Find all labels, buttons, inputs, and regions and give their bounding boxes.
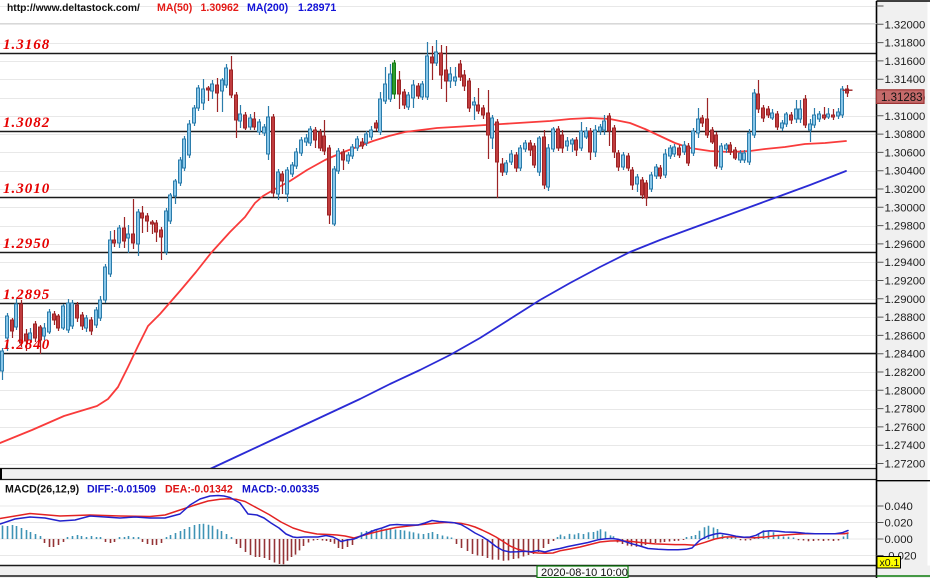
svg-text:x0.1: x0.1 <box>880 557 900 569</box>
svg-text:1.2950: 1.2950 <box>3 236 50 252</box>
svg-text:1.30000: 1.30000 <box>885 202 926 214</box>
svg-text:MACD(26,12,9): MACD(26,12,9) <box>5 484 79 496</box>
svg-text:1.29200: 1.29200 <box>885 276 926 288</box>
svg-text:2020-08-10 10:00: 2020-08-10 10:00 <box>541 567 628 578</box>
svg-text:1.27200: 1.27200 <box>885 459 926 471</box>
svg-text:1.30962: 1.30962 <box>201 2 239 14</box>
svg-text:1.31283: 1.31283 <box>881 92 923 104</box>
svg-text:1.3082: 1.3082 <box>3 115 50 131</box>
svg-text:1.28600: 1.28600 <box>885 330 926 342</box>
svg-text:MACD:-0.00335: MACD:-0.00335 <box>242 484 319 496</box>
svg-text:0.040: 0.040 <box>885 501 913 513</box>
svg-text:1.29600: 1.29600 <box>885 239 926 251</box>
svg-text:0.020: 0.020 <box>885 518 913 530</box>
svg-text:1.30600: 1.30600 <box>885 147 926 159</box>
svg-text:1.30800: 1.30800 <box>885 129 926 141</box>
svg-text:1.28400: 1.28400 <box>885 349 926 361</box>
svg-text:1.31000: 1.31000 <box>885 111 926 123</box>
svg-text:1.2840: 1.2840 <box>3 337 50 353</box>
svg-text:1.28000: 1.28000 <box>885 385 926 397</box>
svg-text:0.000: 0.000 <box>885 534 913 546</box>
svg-text:1.29400: 1.29400 <box>885 257 926 269</box>
svg-text:1.32000: 1.32000 <box>885 19 926 31</box>
svg-text:1.27600: 1.27600 <box>885 422 926 434</box>
svg-text:http://www.deltastock.com/: http://www.deltastock.com/ <box>7 3 140 14</box>
svg-text:1.3010: 1.3010 <box>3 181 50 197</box>
svg-text:1.31600: 1.31600 <box>885 56 926 68</box>
svg-text:1.27800: 1.27800 <box>885 404 926 416</box>
svg-text:DIFF:-0.01509: DIFF:-0.01509 <box>87 484 156 496</box>
svg-text:1.30200: 1.30200 <box>885 184 926 196</box>
svg-text:1.3168: 1.3168 <box>3 37 50 53</box>
svg-text:1.31400: 1.31400 <box>885 74 926 86</box>
svg-text:DEA:-0.01342: DEA:-0.01342 <box>165 484 233 496</box>
svg-text:1.28971: 1.28971 <box>298 2 336 14</box>
svg-text:1.28800: 1.28800 <box>885 312 926 324</box>
svg-text:1.27400: 1.27400 <box>885 440 926 452</box>
svg-text:1.29800: 1.29800 <box>885 221 926 233</box>
svg-text:MA(50): MA(50) <box>157 2 192 14</box>
svg-text:1.29000: 1.29000 <box>885 294 926 306</box>
svg-text:1.31800: 1.31800 <box>885 38 926 50</box>
svg-text:1.2895: 1.2895 <box>3 287 50 303</box>
svg-text:1.30400: 1.30400 <box>885 166 926 178</box>
svg-text:MA(200): MA(200) <box>247 2 288 14</box>
svg-text:1.28200: 1.28200 <box>885 367 926 379</box>
